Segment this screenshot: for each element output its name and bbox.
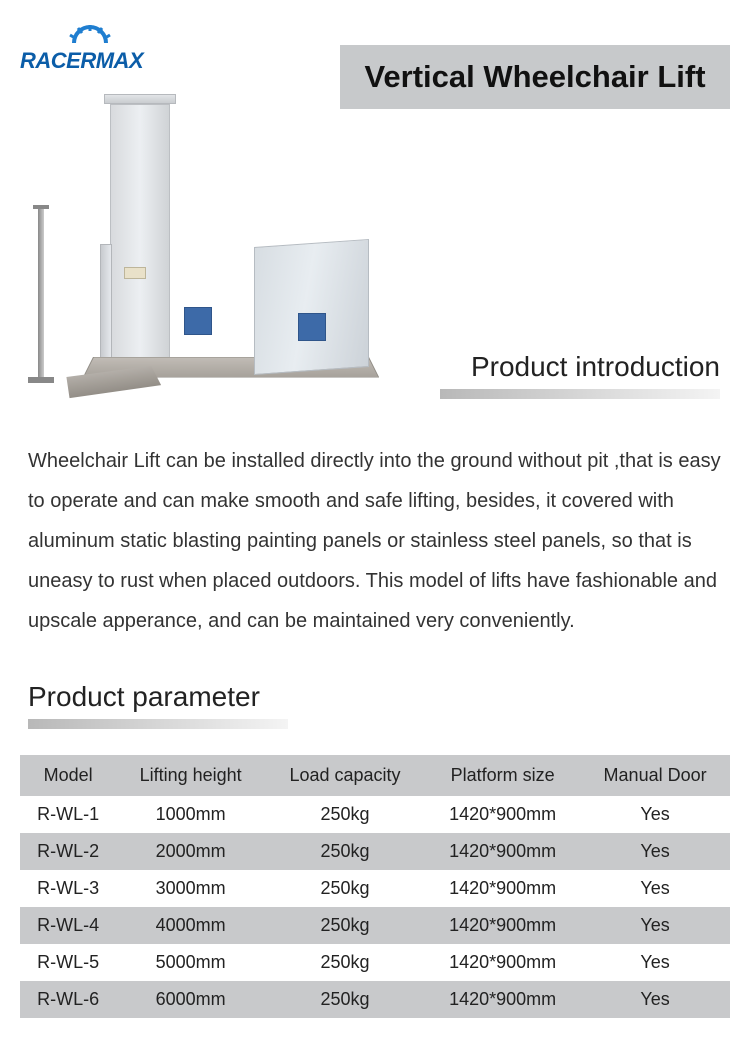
product-illustration bbox=[20, 99, 380, 419]
table-cell: R-WL-1 bbox=[20, 796, 116, 833]
wheelchair-icon bbox=[298, 313, 326, 341]
brand-name: RACERMAX bbox=[20, 48, 160, 74]
hero-row: Product introduction bbox=[0, 99, 750, 419]
table-header-row: Model Lifting height Load capacity Platf… bbox=[20, 755, 730, 796]
table-cell: 1420*900mm bbox=[425, 870, 580, 907]
table-cell: Yes bbox=[580, 833, 730, 870]
table-cell: 2000mm bbox=[116, 833, 265, 870]
table-cell: Yes bbox=[580, 907, 730, 944]
intro-heading: Product introduction bbox=[380, 351, 720, 383]
table-cell: 250kg bbox=[265, 907, 425, 944]
table-cell: 1000mm bbox=[116, 796, 265, 833]
table-cell: 1420*900mm bbox=[425, 796, 580, 833]
table-header-cell: Load capacity bbox=[265, 755, 425, 796]
parameter-table: Model Lifting height Load capacity Platf… bbox=[20, 755, 730, 1018]
table-cell: 250kg bbox=[265, 833, 425, 870]
table-cell: 1420*900mm bbox=[425, 944, 580, 981]
table-cell: 3000mm bbox=[116, 870, 265, 907]
wheelchair-icon bbox=[184, 307, 212, 335]
title-bar: Vertical Wheelchair Lift bbox=[340, 45, 730, 109]
table-header-cell: Model bbox=[20, 755, 116, 796]
table-cell: 6000mm bbox=[116, 981, 265, 1018]
table-cell: 4000mm bbox=[116, 907, 265, 944]
table-cell: Yes bbox=[580, 796, 730, 833]
table-row: R-WL-22000mm250kg1420*900mmYes bbox=[20, 833, 730, 870]
table-row: R-WL-55000mm250kg1420*900mmYes bbox=[20, 944, 730, 981]
table-header-cell: Platform size bbox=[425, 755, 580, 796]
table-cell: 250kg bbox=[265, 944, 425, 981]
table-row: R-WL-11000mm250kg1420*900mmYes bbox=[20, 796, 730, 833]
table-cell: 1420*900mm bbox=[425, 981, 580, 1018]
table-cell: R-WL-4 bbox=[20, 907, 116, 944]
table-cell: R-WL-5 bbox=[20, 944, 116, 981]
table-cell: Yes bbox=[580, 870, 730, 907]
table-cell: 250kg bbox=[265, 981, 425, 1018]
parameter-heading: Product parameter bbox=[28, 681, 722, 713]
brand-logo: RACERMAX bbox=[20, 25, 160, 74]
header: RACERMAX Vertical Wheelchair Lift bbox=[0, 0, 750, 109]
table-cell: R-WL-2 bbox=[20, 833, 116, 870]
table-cell: Yes bbox=[580, 981, 730, 1018]
heading-underline bbox=[28, 719, 288, 729]
table-header-cell: Manual Door bbox=[580, 755, 730, 796]
intro-heading-block: Product introduction bbox=[380, 351, 730, 419]
table-cell: 5000mm bbox=[116, 944, 265, 981]
table-cell: R-WL-3 bbox=[20, 870, 116, 907]
table-cell: 1420*900mm bbox=[425, 833, 580, 870]
table-cell: 250kg bbox=[265, 870, 425, 907]
table-cell: 250kg bbox=[265, 796, 425, 833]
parameter-heading-block: Product parameter bbox=[0, 681, 750, 729]
table-row: R-WL-66000mm250kg1420*900mmYes bbox=[20, 981, 730, 1018]
table-cell: Yes bbox=[580, 944, 730, 981]
table-row: R-WL-33000mm250kg1420*900mmYes bbox=[20, 870, 730, 907]
table-header-cell: Lifting height bbox=[116, 755, 265, 796]
intro-paragraph: Wheelchair Lift can be installed directl… bbox=[0, 419, 750, 681]
table-row: R-WL-44000mm250kg1420*900mmYes bbox=[20, 907, 730, 944]
table-cell: 1420*900mm bbox=[425, 907, 580, 944]
logo-sun-icon bbox=[20, 25, 160, 50]
page-title: Vertical Wheelchair Lift bbox=[340, 59, 730, 95]
heading-underline bbox=[440, 389, 720, 399]
table-cell: R-WL-6 bbox=[20, 981, 116, 1018]
